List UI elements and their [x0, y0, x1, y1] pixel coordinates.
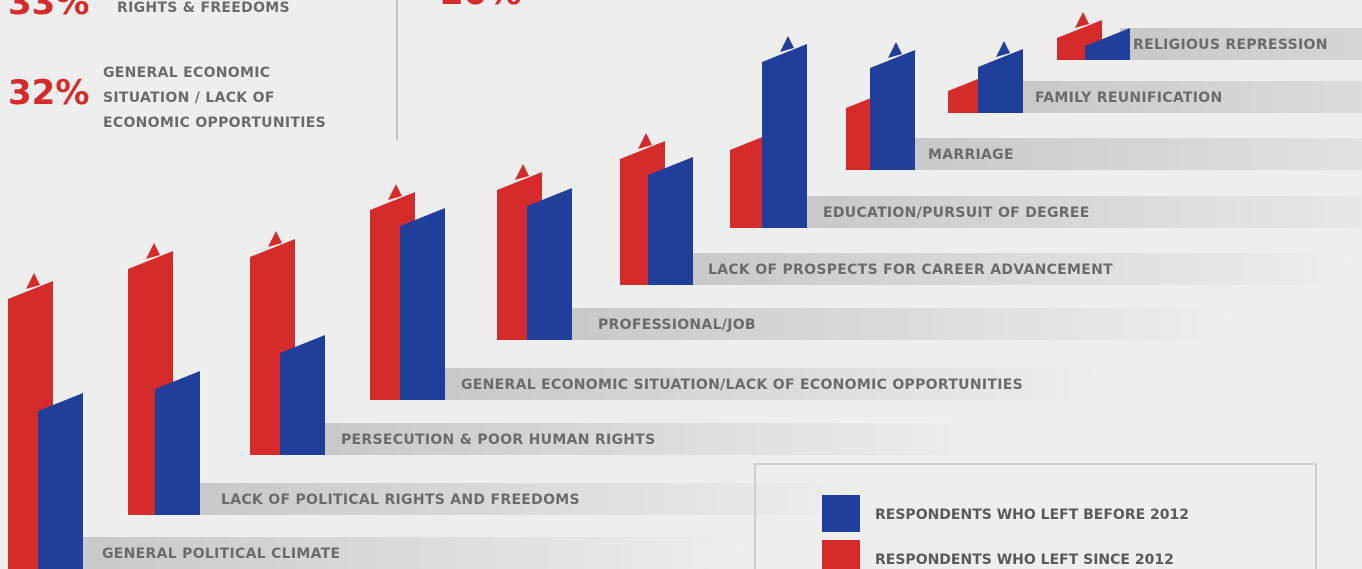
bar [648, 157, 693, 285]
bar [280, 335, 325, 455]
pointer [268, 231, 282, 247]
callout-value: 20% [440, 0, 521, 13]
callout-value: 32% [8, 73, 89, 113]
callout-text: GENERAL ECONOMIC [103, 65, 270, 81]
pointer [780, 36, 794, 52]
pointer [996, 41, 1010, 57]
callout-text: SITUATION / LACK OF [103, 90, 275, 106]
floors: GENERAL POLITICAL CLIMATE LACK OF POLITIC… [73, 28, 1362, 569]
category-label: GENERAL POLITICAL CLIMATE [102, 546, 340, 562]
callout-value: 33% [8, 0, 89, 23]
pointer [515, 164, 529, 180]
pointer [388, 184, 402, 200]
legend-label: RESPONDENTS WHO LEFT SINCE 2012 [875, 552, 1174, 568]
category-label: GENERAL ECONOMIC SITUATION/LACK OF ECONO… [461, 377, 1023, 393]
floor-shadow [73, 537, 753, 569]
floor-shadow [797, 196, 1362, 228]
category-label: PERSECUTION & POOR HUMAN RIGHTS [341, 432, 656, 448]
bars [8, 12, 1130, 569]
pointer [1075, 12, 1089, 28]
floor-shadow [435, 368, 1115, 400]
bar [1085, 28, 1130, 60]
legend-label: RESPONDENTS WHO LEFT BEFORE 2012 [875, 507, 1189, 523]
pointer [26, 273, 40, 289]
category-label: RELIGIOUS REPRESSION [1133, 37, 1328, 53]
bar [155, 371, 200, 515]
legend: RESPONDENTS WHO LEFT BEFORE 2012 RESPONDE… [822, 495, 1189, 569]
category-label: LACK OF POLITICAL RIGHTS AND FREEDOMS [221, 492, 580, 508]
callouts: 33% RIGHTS & FREEDOMS 32% GENERAL ECONOMIC S… [8, 0, 521, 131]
floor-shadow [315, 423, 995, 455]
bar [400, 208, 445, 400]
category-label: EDUCATION/PURSUIT OF DEGREE [823, 205, 1090, 221]
floor-shadow [562, 308, 1242, 340]
callout-text: ECONOMIC OPPORTUNITIES [103, 115, 326, 131]
legend-box [754, 463, 1317, 569]
bar [762, 44, 807, 228]
floor-shadow [683, 253, 1362, 285]
pointer [888, 42, 902, 58]
bar [978, 49, 1023, 113]
bar [527, 188, 572, 340]
bar [38, 393, 83, 569]
bar [870, 50, 915, 170]
pointer [146, 243, 160, 259]
floor-shadow [1120, 28, 1362, 60]
legend-swatch [822, 540, 860, 569]
floor-shadow [905, 138, 1362, 170]
floor-shadow [1013, 81, 1362, 113]
legend-swatch [822, 495, 860, 532]
category-label: MARRIAGE [928, 147, 1014, 163]
pointer [638, 133, 652, 149]
category-label: FAMILY REUNIFICATION [1035, 90, 1223, 106]
floor-shadow [190, 483, 870, 515]
callout-text: RIGHTS & FREEDOMS [117, 0, 290, 16]
category-label: PROFESSIONAL/JOB [598, 317, 756, 333]
category-label: LACK OF PROSPECTS FOR CAREER ADVANCEMENT [708, 262, 1113, 278]
